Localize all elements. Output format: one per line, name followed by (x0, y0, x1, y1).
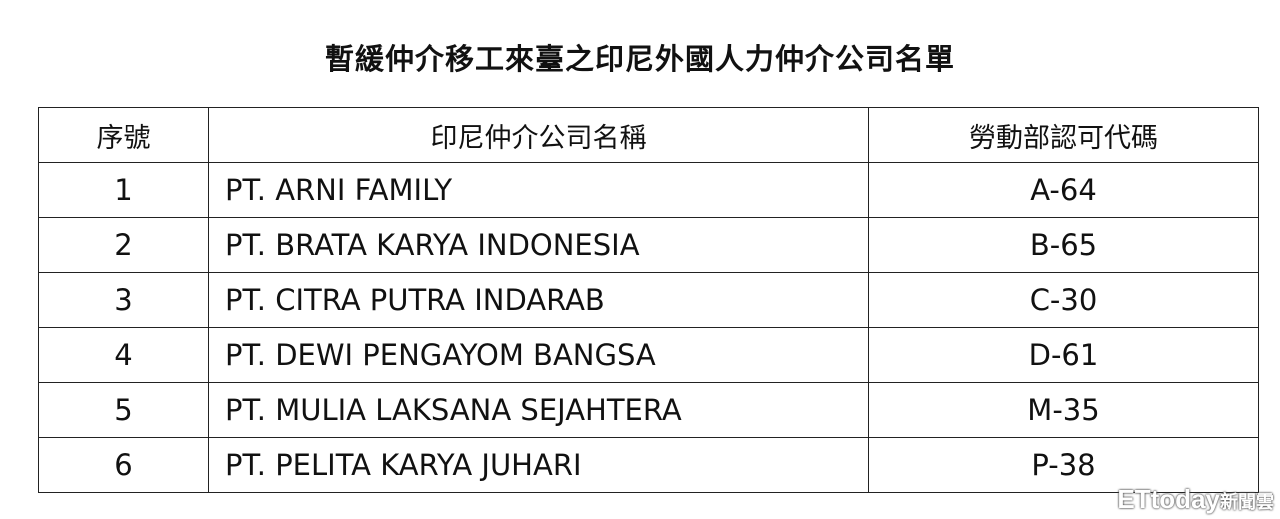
company-name: PT. MULIA LAKSANA SEJAHTERA (208, 382, 869, 438)
approval-code: M-35 (868, 382, 1259, 438)
agency-table: 序號 印尼仲介公司名稱 勞動部認可代碼 1 PT. ARNI FAMILY A-64… (38, 107, 1259, 493)
ettoday-watermark: ETtoday新聞雲 (1117, 484, 1274, 514)
company-name: PT. DEWI PENGAYOM BANGSA (208, 327, 869, 383)
table-row: 2 PT. BRATA KARYA INDONESIA B-65 (38, 217, 1259, 273)
row-number: 5 (38, 382, 209, 438)
document-title: 暫緩仲介移工來臺之印尼外國人力仲介公司名單 (324, 42, 955, 76)
row-number: 1 (38, 162, 209, 218)
approval-code: P-38 (868, 437, 1259, 493)
table-row: 6 PT. PELITA KARYA JUHARI P-38 (38, 437, 1259, 493)
row-number: 6 (38, 437, 209, 493)
row-number: 3 (38, 272, 209, 328)
approval-code: D-61 (868, 327, 1259, 383)
company-name: PT. PELITA KARYA JUHARI (208, 437, 869, 493)
table-header-row: 序號 印尼仲介公司名稱 勞動部認可代碼 (38, 107, 1259, 163)
company-name: PT. ARNI FAMILY (208, 162, 869, 218)
header-number: 序號 (38, 107, 209, 163)
header-company-name: 印尼仲介公司名稱 (208, 107, 869, 163)
company-name: PT. CITRA PUTRA INDARAB (208, 272, 869, 328)
header-approval-code: 勞動部認可代碼 (868, 107, 1259, 163)
table-row: 3 PT. CITRA PUTRA INDARAB C-30 (38, 272, 1259, 328)
row-number: 2 (38, 217, 209, 273)
company-name: PT. BRATA KARYA INDONESIA (208, 217, 869, 273)
row-number: 4 (38, 327, 209, 383)
table-row: 4 PT. DEWI PENGAYOM BANGSA D-61 (38, 327, 1259, 383)
approval-code: C-30 (868, 272, 1259, 328)
table-row: 5 PT. MULIA LAKSANA SEJAHTERA M-35 (38, 382, 1259, 438)
approval-code: B-65 (868, 217, 1259, 273)
approval-code: A-64 (868, 162, 1259, 218)
table-row: 1 PT. ARNI FAMILY A-64 (38, 162, 1259, 218)
